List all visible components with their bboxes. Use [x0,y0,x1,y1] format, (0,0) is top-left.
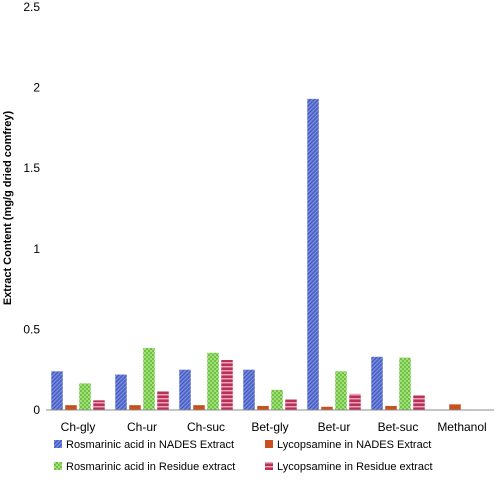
x-tick-label: Ch-suc [187,420,225,434]
bar [413,395,425,410]
bar [257,405,269,410]
legend-label: Rosmarinic acid in Residue extract [66,461,235,473]
x-tick-labels: Ch-gly Ch-ur Ch-suc Bet-gly Bet-ur Bet-suc Met… [61,420,487,434]
y-axis-title: Extract Content (mg/g dried comfrey) [2,110,14,305]
x-tick-label: Ch-ur [127,420,157,434]
y-tick-label: 1.5 [23,161,40,175]
x-tick-label: Bet-ur [318,420,351,434]
legend-label: Lycopsamine in NADES Extract [277,439,431,451]
x-tick-label: Bet-suc [378,420,419,434]
bar [115,374,127,410]
bar-group [51,98,461,410]
bar [129,405,141,410]
y-tick-label: 0 [33,403,40,417]
bar [285,399,297,410]
x-tick-label: Methanol [437,420,486,434]
legend-label: Rosmarinic acid in NADES Extract [66,439,234,451]
bar [321,406,333,410]
bar [307,98,319,410]
y-tick-labels: 0 0.5 1 1.5 2 2.5 [23,0,40,417]
bar [243,369,255,410]
bar [207,352,219,410]
bar [79,383,91,410]
bar [157,391,169,410]
y-tick-label: 2.5 [23,0,40,14]
x-tick-label: Bet-gly [251,420,288,434]
bar [371,356,383,410]
y-tick-label: 0.5 [23,322,40,336]
bar [349,393,361,410]
bar [449,404,461,410]
bar [271,389,283,410]
bar [221,360,233,410]
legend-swatch [265,462,273,470]
legend-label: Lycopsamine in Residue extract [277,461,433,473]
bar [179,369,191,410]
bar [335,371,347,410]
bar [93,400,105,410]
bar [65,405,77,410]
legend: Rosmarinic acid in NADES Extract Lycopsam… [54,439,433,473]
y-tick-label: 2 [33,81,40,95]
legend-swatch [54,440,62,448]
bar [143,347,155,410]
legend-swatch [265,440,273,448]
bar [399,357,411,410]
y-tick-label: 1 [33,242,40,256]
bar [385,405,397,410]
bar [193,405,205,410]
legend-swatch [54,462,62,470]
bar [51,371,63,410]
x-tick-label: Ch-gly [61,420,96,434]
